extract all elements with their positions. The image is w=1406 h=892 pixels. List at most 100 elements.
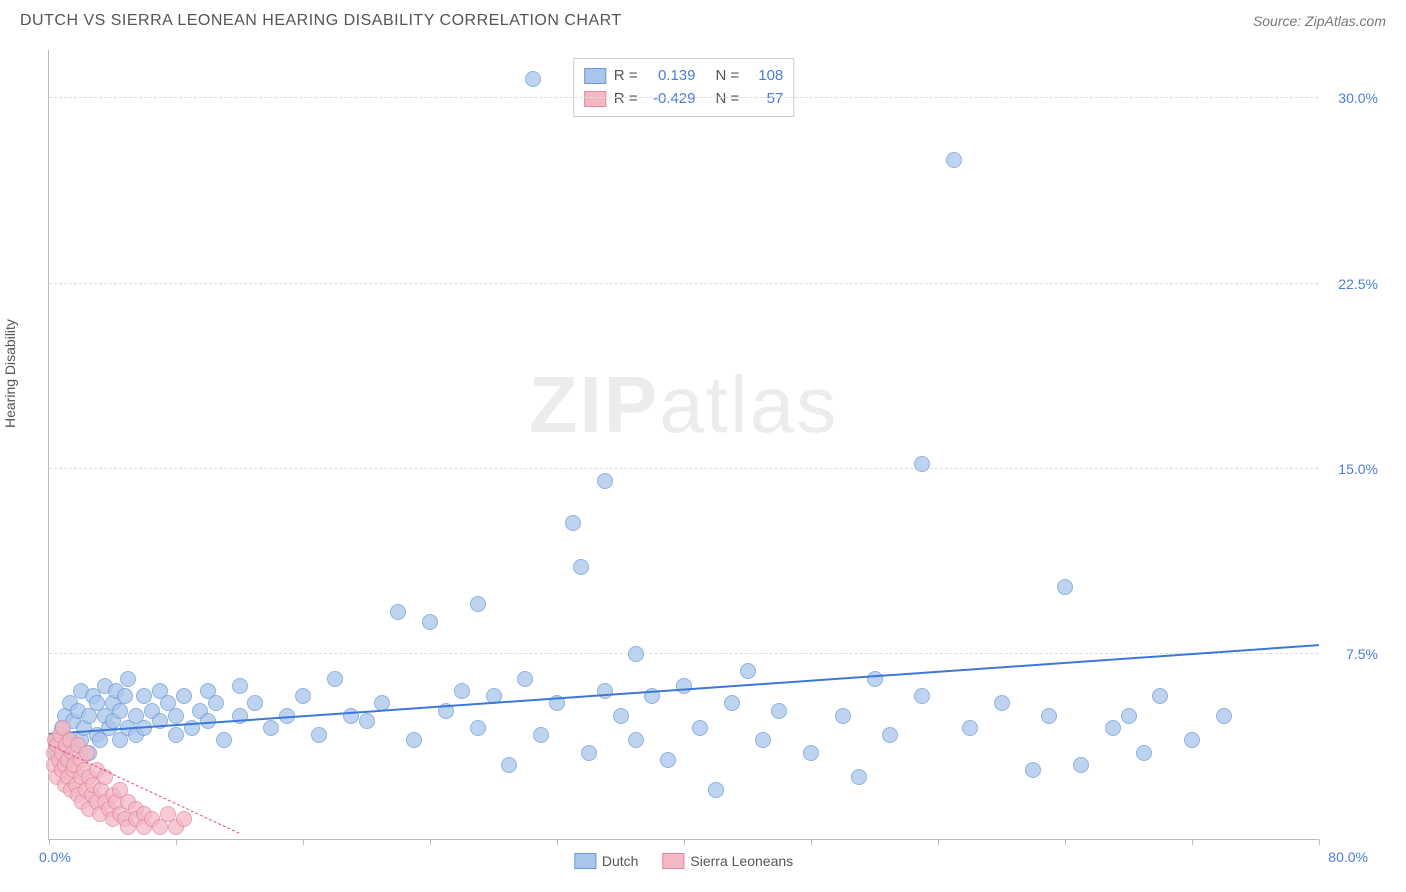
y-tick-label: 15.0% (1338, 461, 1378, 477)
scatter-point (914, 456, 930, 472)
scatter-point (311, 727, 327, 743)
gridline (49, 653, 1318, 654)
scatter-point (263, 720, 279, 736)
x-axis-max-label: 80.0% (1328, 849, 1368, 865)
scatter-point (1121, 708, 1137, 724)
gridline (49, 468, 1318, 469)
scatter-point (692, 720, 708, 736)
scatter-point (343, 708, 359, 724)
scatter-point (232, 678, 248, 694)
chart-title: DUTCH VS SIERRA LEONEAN HEARING DISABILI… (20, 12, 622, 30)
chart-header: DUTCH VS SIERRA LEONEAN HEARING DISABILI… (0, 0, 1406, 38)
scatter-point (247, 695, 263, 711)
scatter-point (470, 596, 486, 612)
stat-legend-row: R = 0.139 N = 108 (584, 65, 784, 88)
legend-swatch (574, 853, 596, 869)
scatter-point (470, 720, 486, 736)
x-tick (811, 839, 812, 845)
scatter-point (168, 708, 184, 724)
scatter-point (1025, 762, 1041, 778)
scatter-point (525, 71, 541, 87)
x-tick (557, 839, 558, 845)
gridline (49, 283, 1318, 284)
scatter-point (120, 671, 136, 687)
plot-area: ZIPatlas R =0.139N =108R =-0.429N =57 Du… (48, 50, 1318, 840)
scatter-point (740, 663, 756, 679)
r-value: 0.139 (646, 65, 696, 88)
r-label: R = (614, 65, 638, 88)
scatter-point (628, 732, 644, 748)
scatter-point (708, 782, 724, 798)
scatter-point (359, 713, 375, 729)
scatter-point (882, 727, 898, 743)
scatter-point (1041, 708, 1057, 724)
x-tick (1065, 839, 1066, 845)
stat-legend-row: R = -0.429 N = 57 (584, 88, 784, 111)
scatter-point (867, 671, 883, 687)
x-tick (303, 839, 304, 845)
scatter-point (517, 671, 533, 687)
scatter-point (628, 646, 644, 662)
scatter-point (676, 678, 692, 694)
chart-container: ZIPatlas R =0.139N =108R =-0.429N =57 Du… (48, 50, 1358, 840)
watermark: ZIPatlas (529, 359, 838, 451)
scatter-point (406, 732, 422, 748)
scatter-point (390, 604, 406, 620)
scatter-point (216, 732, 232, 748)
stat-legend: R = 0.139 N = 108 R = -0.429 N = 57 (573, 58, 795, 117)
scatter-point (112, 703, 128, 719)
scatter-point (1136, 745, 1152, 761)
scatter-point (835, 708, 851, 724)
legend-label: Dutch (602, 853, 639, 869)
legend-swatch (584, 68, 606, 84)
scatter-point (914, 688, 930, 704)
scatter-point (613, 708, 629, 724)
scatter-point (295, 688, 311, 704)
y-tick-label: 7.5% (1346, 646, 1378, 662)
scatter-point (660, 752, 676, 768)
legend-item: Sierra Leoneans (662, 853, 793, 869)
x-axis-min-label: 0.0% (39, 849, 71, 865)
scatter-point (1216, 708, 1232, 724)
n-value: 108 (747, 65, 783, 88)
scatter-point (597, 473, 613, 489)
scatter-point (501, 757, 517, 773)
scatter-point (136, 688, 152, 704)
n-label: N = (716, 65, 740, 88)
scatter-point (1184, 732, 1200, 748)
x-tick (49, 839, 50, 845)
x-tick (1192, 839, 1193, 845)
scatter-point (994, 695, 1010, 711)
x-tick (1319, 839, 1320, 845)
gridline (49, 97, 1318, 98)
x-tick (430, 839, 431, 845)
r-label: R = (614, 88, 638, 111)
scatter-point (1152, 688, 1168, 704)
scatter-point (117, 688, 133, 704)
legend-swatch (662, 853, 684, 869)
bottom-legend: Dutch Sierra Leoneans (574, 853, 793, 869)
scatter-point (755, 732, 771, 748)
x-tick (938, 839, 939, 845)
scatter-point (208, 695, 224, 711)
scatter-point (724, 695, 740, 711)
scatter-point (176, 811, 192, 827)
n-label: N = (716, 88, 740, 111)
scatter-point (176, 688, 192, 704)
scatter-point (1057, 579, 1073, 595)
scatter-point (454, 683, 470, 699)
y-axis-title: Hearing Disability (2, 319, 18, 428)
scatter-point (581, 745, 597, 761)
legend-item: Dutch (574, 853, 639, 869)
source-attribution: Source: ZipAtlas.com (1253, 13, 1386, 29)
r-value: -0.429 (646, 88, 696, 111)
x-tick (176, 839, 177, 845)
scatter-point (168, 727, 184, 743)
n-value: 57 (747, 88, 783, 111)
scatter-point (803, 745, 819, 761)
scatter-point (962, 720, 978, 736)
scatter-point (573, 559, 589, 575)
scatter-point (946, 152, 962, 168)
scatter-point (1105, 720, 1121, 736)
scatter-point (422, 614, 438, 630)
